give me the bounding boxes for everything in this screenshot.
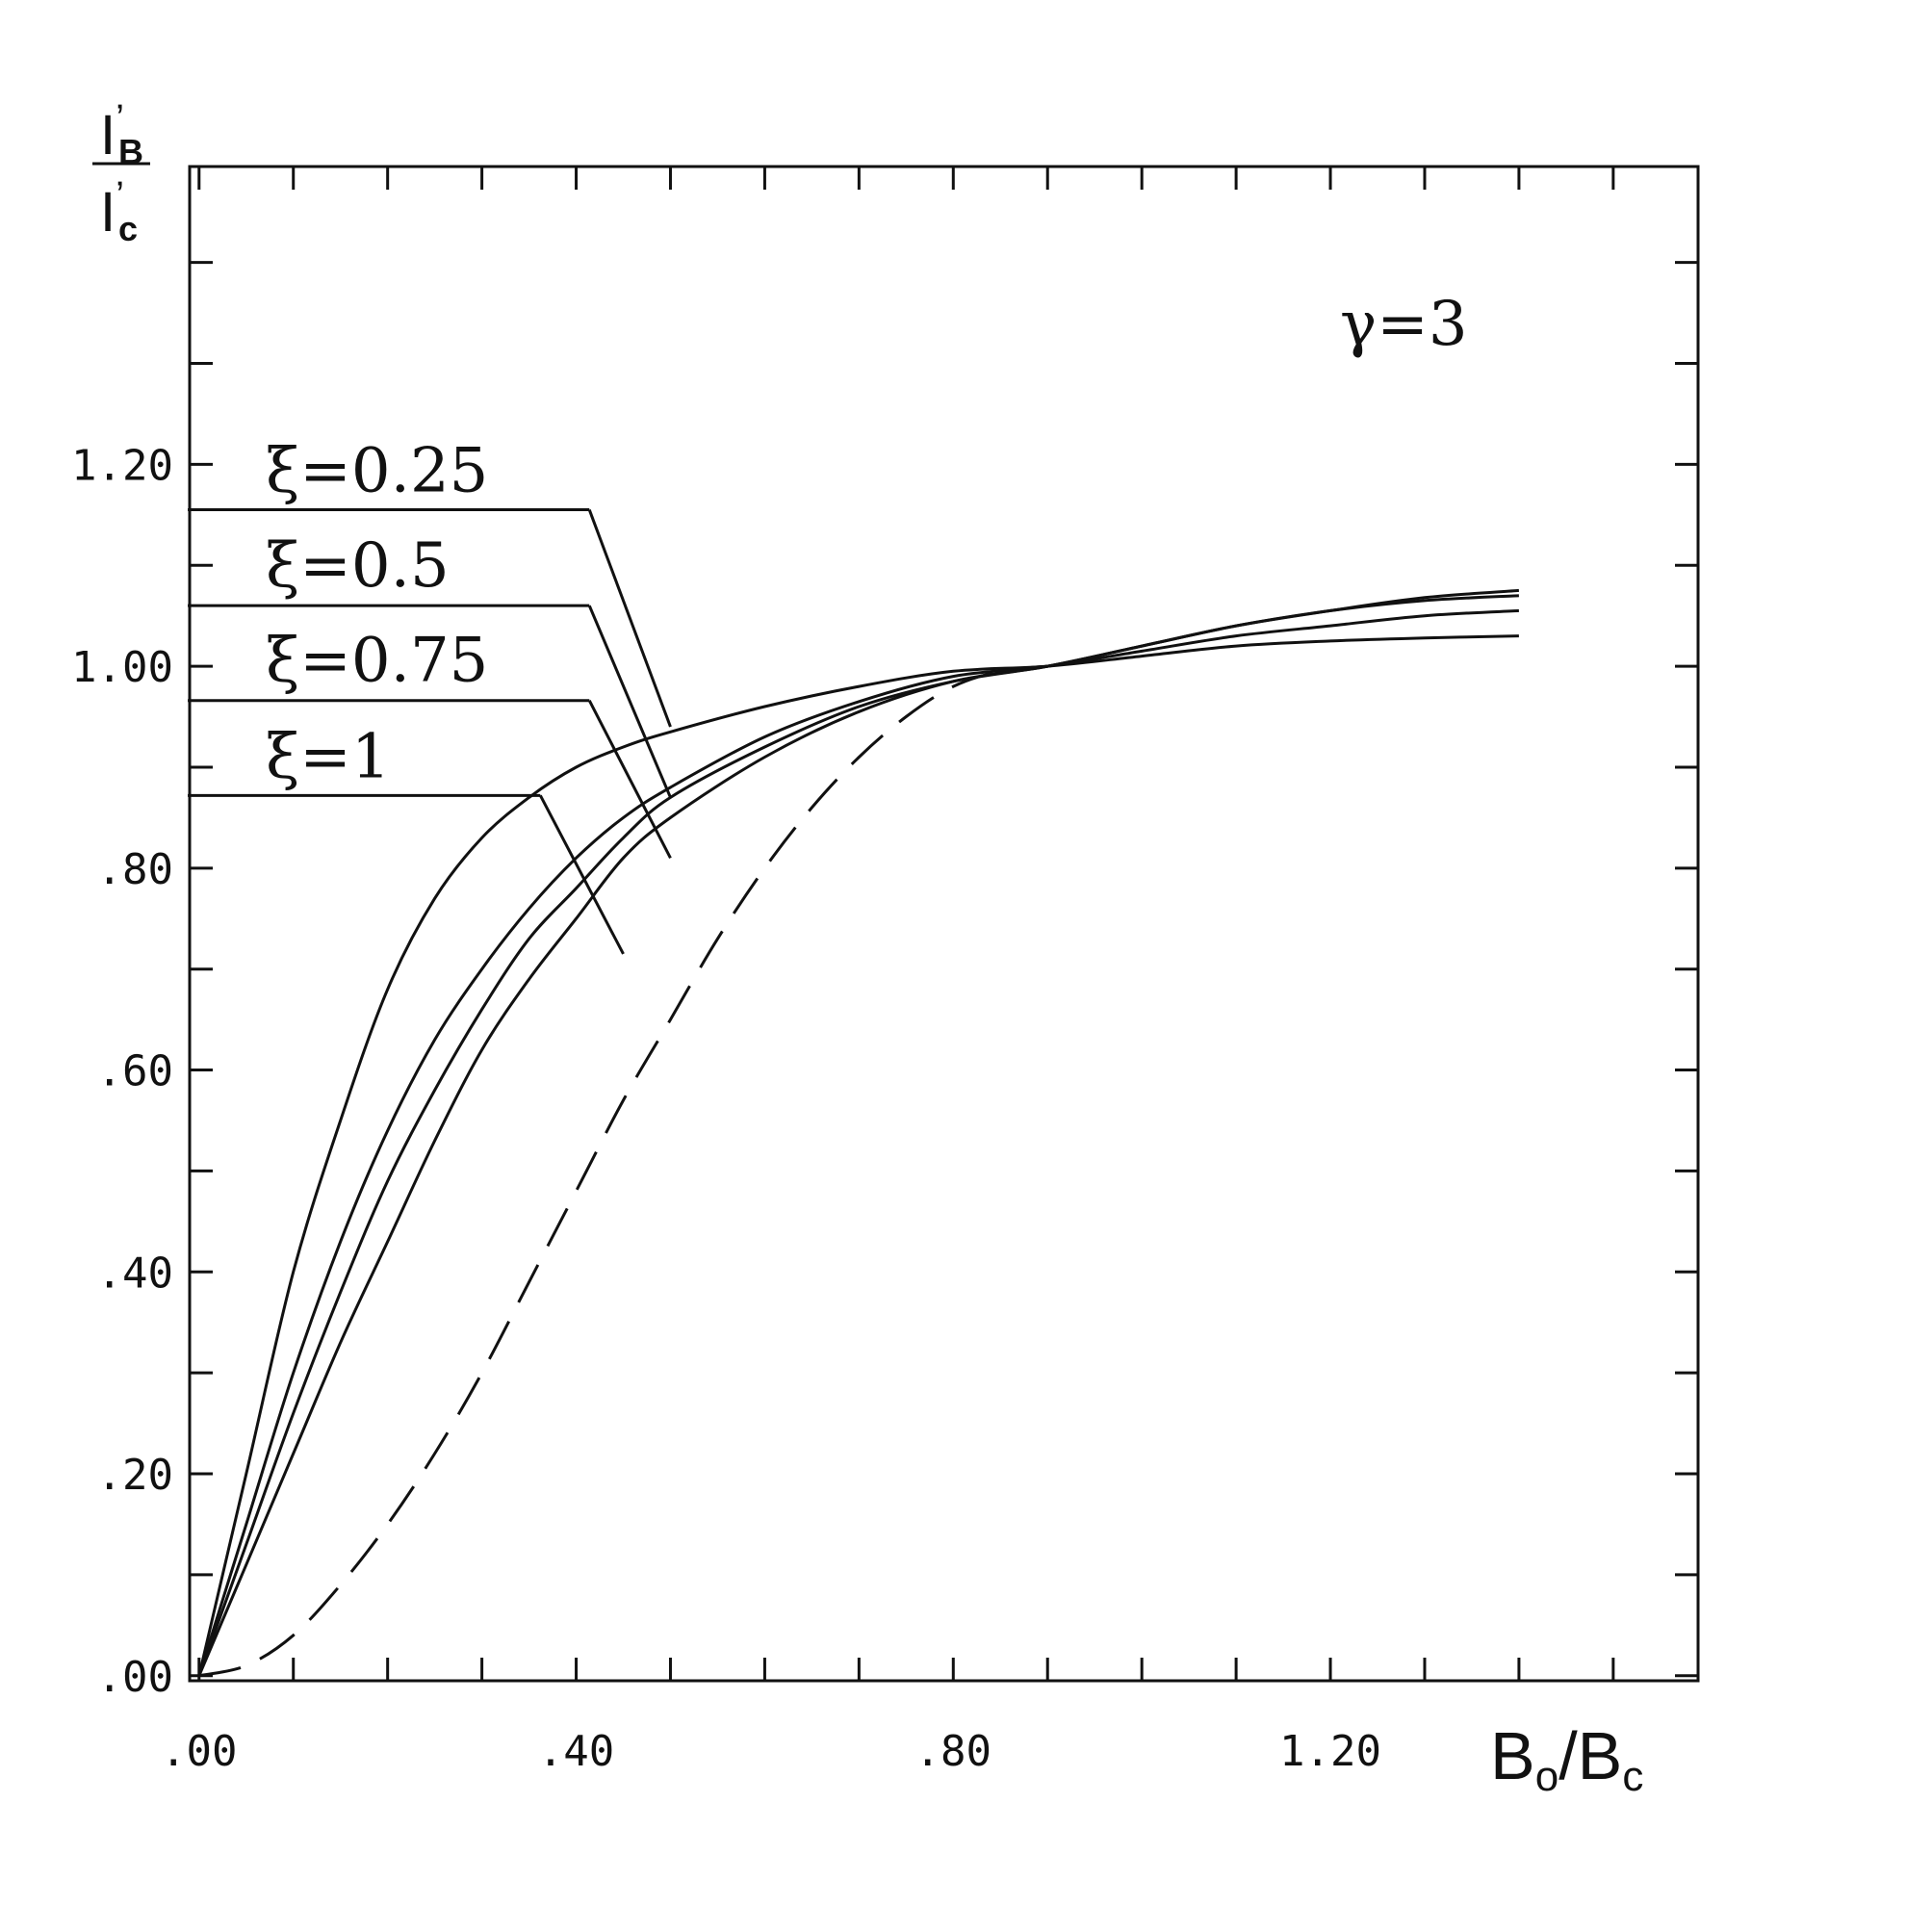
leader-pointer-3 xyxy=(587,700,672,860)
series-dashed-curve xyxy=(198,664,1048,1678)
x-label-main2: B xyxy=(1578,1718,1623,1793)
x-label-sep: / xyxy=(1558,1718,1578,1793)
series-label-4: ξ=1 xyxy=(266,721,391,792)
x-label-sub1: o xyxy=(1535,1753,1558,1800)
x-tick-label: 1.20 xyxy=(1279,1727,1381,1776)
svg-text:I’c: I’ c xyxy=(100,174,138,248)
y-tick-label: .00 xyxy=(97,1653,173,1702)
gamma-annotation: γ=3 xyxy=(1340,289,1468,360)
series-curve-4 xyxy=(197,588,1520,1677)
x-label-sub2: c xyxy=(1622,1753,1643,1800)
y-tick-label: .60 xyxy=(97,1047,173,1096)
series-curve-2 xyxy=(197,608,1519,1677)
x-tick-label: .80 xyxy=(915,1727,992,1776)
y-tick-label: .20 xyxy=(97,1451,173,1500)
plot-frame xyxy=(188,165,1700,1683)
leader-pointer-4 xyxy=(538,794,625,955)
x-tick-label: .40 xyxy=(538,1727,614,1776)
y-label-den-main: I xyxy=(100,181,116,244)
y-axis-label: I’ B I’ c xyxy=(92,97,150,248)
y-label-num-prime: ’ xyxy=(116,97,124,140)
y-tick-label: 1.00 xyxy=(71,643,173,692)
x-axis-label: Bo/Bc xyxy=(1490,1718,1643,1800)
series-label-1: ξ=0.25 xyxy=(266,436,488,507)
y-label-num-sub: B xyxy=(118,132,143,171)
curves xyxy=(197,588,1520,1678)
series-label-3: ξ=0.75 xyxy=(266,626,488,697)
leader-lines: ξ=0.25 ξ=0.5 ξ=0.75 ξ=1 xyxy=(188,436,672,955)
y-label-den-prime: ’ xyxy=(116,174,124,217)
leader-pointer-1 xyxy=(587,509,672,728)
y-tick-label: .80 xyxy=(97,845,173,894)
y-label-den-sub: c xyxy=(118,209,138,248)
x-tick-label: .00 xyxy=(161,1727,237,1776)
y-tick-label: 1.20 xyxy=(71,441,173,490)
leader-pointer-2 xyxy=(587,605,672,799)
axis-ticks xyxy=(190,167,1698,1681)
svg-text:I’B: I’ B xyxy=(100,97,143,171)
y-tick-label: .40 xyxy=(97,1249,173,1298)
series-curve-1 xyxy=(197,634,1519,1677)
y-label-num-main: I xyxy=(100,104,116,167)
series-label-2: ξ=0.5 xyxy=(266,530,450,602)
axis-tick-labels: .00 .40 .80 1.20 .00 .20 .40 .60 .80 1.00 1.20 xyxy=(71,441,1381,1776)
x-label-main: B xyxy=(1490,1718,1535,1793)
